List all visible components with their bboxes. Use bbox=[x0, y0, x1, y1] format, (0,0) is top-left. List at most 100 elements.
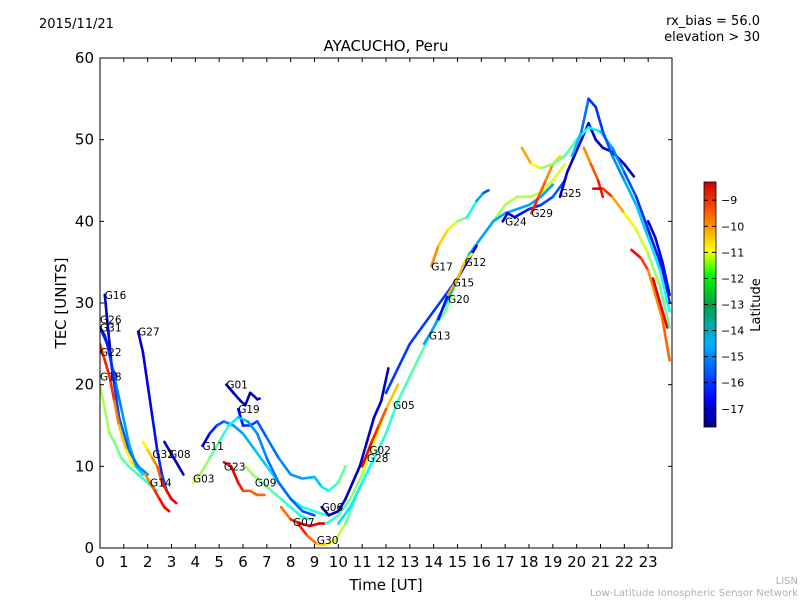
series-segment bbox=[289, 473, 304, 480]
series-segment bbox=[232, 424, 245, 435]
series-segment bbox=[558, 171, 569, 199]
series-g22b bbox=[646, 220, 671, 297]
series-segment bbox=[422, 326, 435, 346]
y-tick-label: 60 bbox=[75, 49, 94, 67]
series-segment bbox=[337, 505, 352, 525]
series-segment bbox=[396, 342, 412, 370]
series-segment bbox=[325, 538, 338, 547]
series-segment bbox=[360, 456, 376, 484]
series-segment bbox=[601, 130, 614, 158]
series-segment bbox=[270, 489, 283, 501]
series-g32b bbox=[651, 277, 669, 329]
series-segment bbox=[155, 448, 164, 476]
series-segment bbox=[344, 481, 354, 501]
x-tick-label: 23 bbox=[639, 553, 658, 571]
x-tick-label: 8 bbox=[286, 553, 296, 571]
series-segment bbox=[289, 497, 304, 513]
x-tick-label: 15 bbox=[448, 553, 467, 571]
colorbar-tick-label: −16 bbox=[721, 377, 744, 390]
series-segment bbox=[539, 179, 555, 195]
series-segment bbox=[120, 456, 130, 468]
series-segment bbox=[544, 162, 555, 182]
prn-label: G05 bbox=[393, 400, 415, 412]
series-segment bbox=[580, 97, 590, 133]
series-segment bbox=[320, 485, 331, 493]
prn-label: G19 bbox=[238, 404, 260, 416]
series-segment bbox=[215, 420, 226, 427]
series-g09 bbox=[244, 465, 312, 521]
series-segment bbox=[658, 285, 671, 329]
series-segment bbox=[572, 138, 583, 158]
series-segment bbox=[108, 350, 116, 386]
series-segment bbox=[634, 203, 650, 239]
x-axis-label: Time [UT] bbox=[348, 576, 422, 594]
prn-label: G12 bbox=[465, 257, 487, 269]
series-segment bbox=[277, 481, 292, 501]
x-tick-label: 16 bbox=[472, 553, 491, 571]
series-segment bbox=[437, 293, 450, 321]
series-segment bbox=[365, 416, 376, 444]
x-tick-label: 0 bbox=[95, 553, 105, 571]
prn-label: G18 bbox=[100, 372, 122, 384]
series-segment bbox=[100, 383, 107, 411]
series-segment bbox=[570, 130, 583, 158]
x-tick-label: 12 bbox=[376, 553, 395, 571]
series-segment bbox=[520, 207, 531, 215]
series-segment bbox=[646, 236, 662, 272]
prn-label: G25 bbox=[560, 188, 582, 200]
rx-bias-label: rx_bias = 56.0 bbox=[666, 14, 760, 29]
series-segment bbox=[623, 211, 638, 231]
colorbar-tick-label: −13 bbox=[721, 299, 744, 312]
credit-long: Low-Latitude Ionospheric Sensor Network bbox=[590, 588, 798, 599]
series-segment bbox=[537, 179, 547, 199]
series-segment bbox=[117, 424, 128, 452]
series-segment bbox=[351, 465, 362, 484]
series-segment bbox=[327, 481, 340, 493]
series-g12 bbox=[446, 252, 474, 297]
chart-title-text: AYACUCHO, Peru bbox=[323, 37, 449, 55]
series-g16b bbox=[592, 187, 671, 329]
series-g31 bbox=[100, 326, 149, 476]
series-segment bbox=[658, 301, 669, 329]
series-segment bbox=[100, 326, 107, 337]
credit-short: LISN bbox=[775, 576, 798, 587]
series-segment bbox=[253, 448, 269, 468]
series-segment bbox=[163, 440, 171, 452]
colorbar-tick-label: −9 bbox=[721, 194, 737, 207]
prn-label: G06 bbox=[322, 502, 344, 514]
prn-label: G23 bbox=[224, 461, 246, 473]
series-segment bbox=[141, 440, 149, 452]
series-g28 bbox=[360, 407, 388, 468]
x-tick-label: 10 bbox=[329, 553, 348, 571]
series-segment bbox=[551, 162, 567, 182]
series-segment bbox=[279, 505, 292, 521]
series-segment bbox=[229, 465, 240, 484]
series-segment bbox=[372, 399, 383, 419]
series-segment bbox=[384, 399, 400, 435]
x-tick-label: 1 bbox=[119, 553, 129, 571]
prn-label: G30 bbox=[317, 535, 339, 547]
series-segment bbox=[377, 407, 388, 427]
series-segment bbox=[582, 146, 593, 166]
series-segment bbox=[236, 416, 250, 423]
series-g03 bbox=[191, 416, 316, 517]
series-segment bbox=[611, 195, 626, 215]
series-g17 bbox=[429, 189, 490, 268]
series-segment bbox=[225, 383, 235, 395]
series-segment bbox=[465, 199, 478, 219]
series-segment bbox=[172, 456, 180, 468]
series-segment bbox=[191, 473, 202, 484]
y-axis-label: TEC [UNITS] bbox=[52, 258, 70, 350]
colorbar-ticks: −9 −10 −11 −12 −13 −14 −15 −16 −17 bbox=[704, 194, 744, 416]
series-segment bbox=[277, 456, 292, 476]
series-segment bbox=[360, 440, 376, 476]
series-segment bbox=[513, 211, 524, 219]
series-segment bbox=[658, 269, 671, 313]
series-segment bbox=[429, 244, 440, 268]
prn-label: G28 bbox=[367, 453, 389, 465]
series-segment bbox=[244, 391, 252, 407]
series-segment bbox=[246, 420, 259, 435]
series-segment bbox=[153, 489, 161, 501]
series-segment bbox=[456, 215, 469, 223]
colorbar-tick-label: −14 bbox=[721, 325, 744, 338]
